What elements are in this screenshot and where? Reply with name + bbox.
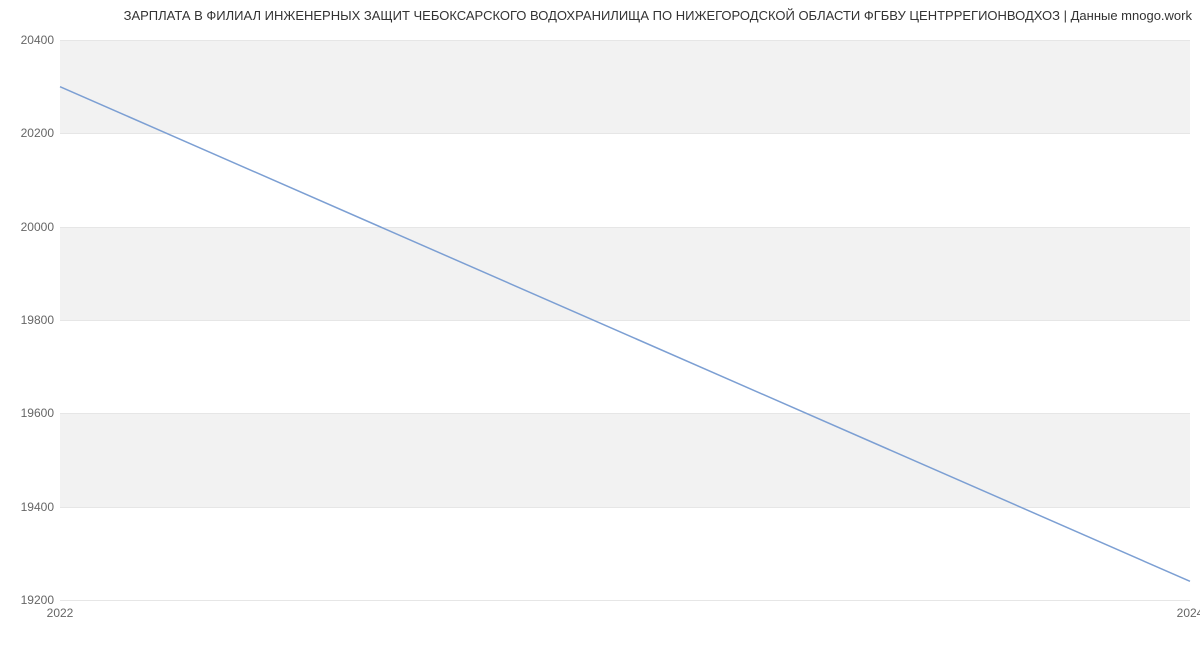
y-tick-label: 19600 [4, 406, 54, 420]
y-tick-label: 20400 [4, 33, 54, 47]
grid-line [60, 600, 1190, 601]
y-tick-label: 19400 [4, 500, 54, 514]
series-line [60, 87, 1190, 582]
y-tick-label: 19200 [4, 593, 54, 607]
x-tick-label: 2022 [47, 606, 74, 620]
y-tick-label: 20000 [4, 220, 54, 234]
plot-area [60, 40, 1190, 600]
y-tick-label: 20200 [4, 126, 54, 140]
chart-container: ЗАРПЛАТА В ФИЛИАЛ ИНЖЕНЕРНЫХ ЗАЩИТ ЧЕБОК… [0, 0, 1200, 650]
x-tick-label: 2024 [1177, 606, 1200, 620]
y-tick-label: 19800 [4, 313, 54, 327]
line-layer [60, 40, 1190, 600]
chart-title: ЗАРПЛАТА В ФИЛИАЛ ИНЖЕНЕРНЫХ ЗАЩИТ ЧЕБОК… [0, 8, 1192, 23]
